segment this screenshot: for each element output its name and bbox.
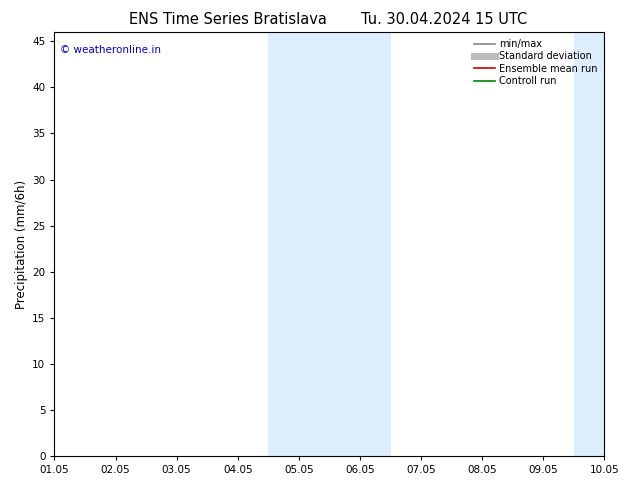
Y-axis label: Precipitation (mm/6h): Precipitation (mm/6h) bbox=[15, 179, 28, 309]
Text: ENS Time Series Bratislava: ENS Time Series Bratislava bbox=[129, 12, 327, 27]
Text: Tu. 30.04.2024 15 UTC: Tu. 30.04.2024 15 UTC bbox=[361, 12, 527, 27]
Bar bbox=[574, 32, 634, 456]
Bar bbox=[268, 32, 391, 456]
Text: © weatheronline.in: © weatheronline.in bbox=[60, 45, 161, 55]
Legend: min/max, Standard deviation, Ensemble mean run, Controll run: min/max, Standard deviation, Ensemble me… bbox=[472, 37, 599, 88]
